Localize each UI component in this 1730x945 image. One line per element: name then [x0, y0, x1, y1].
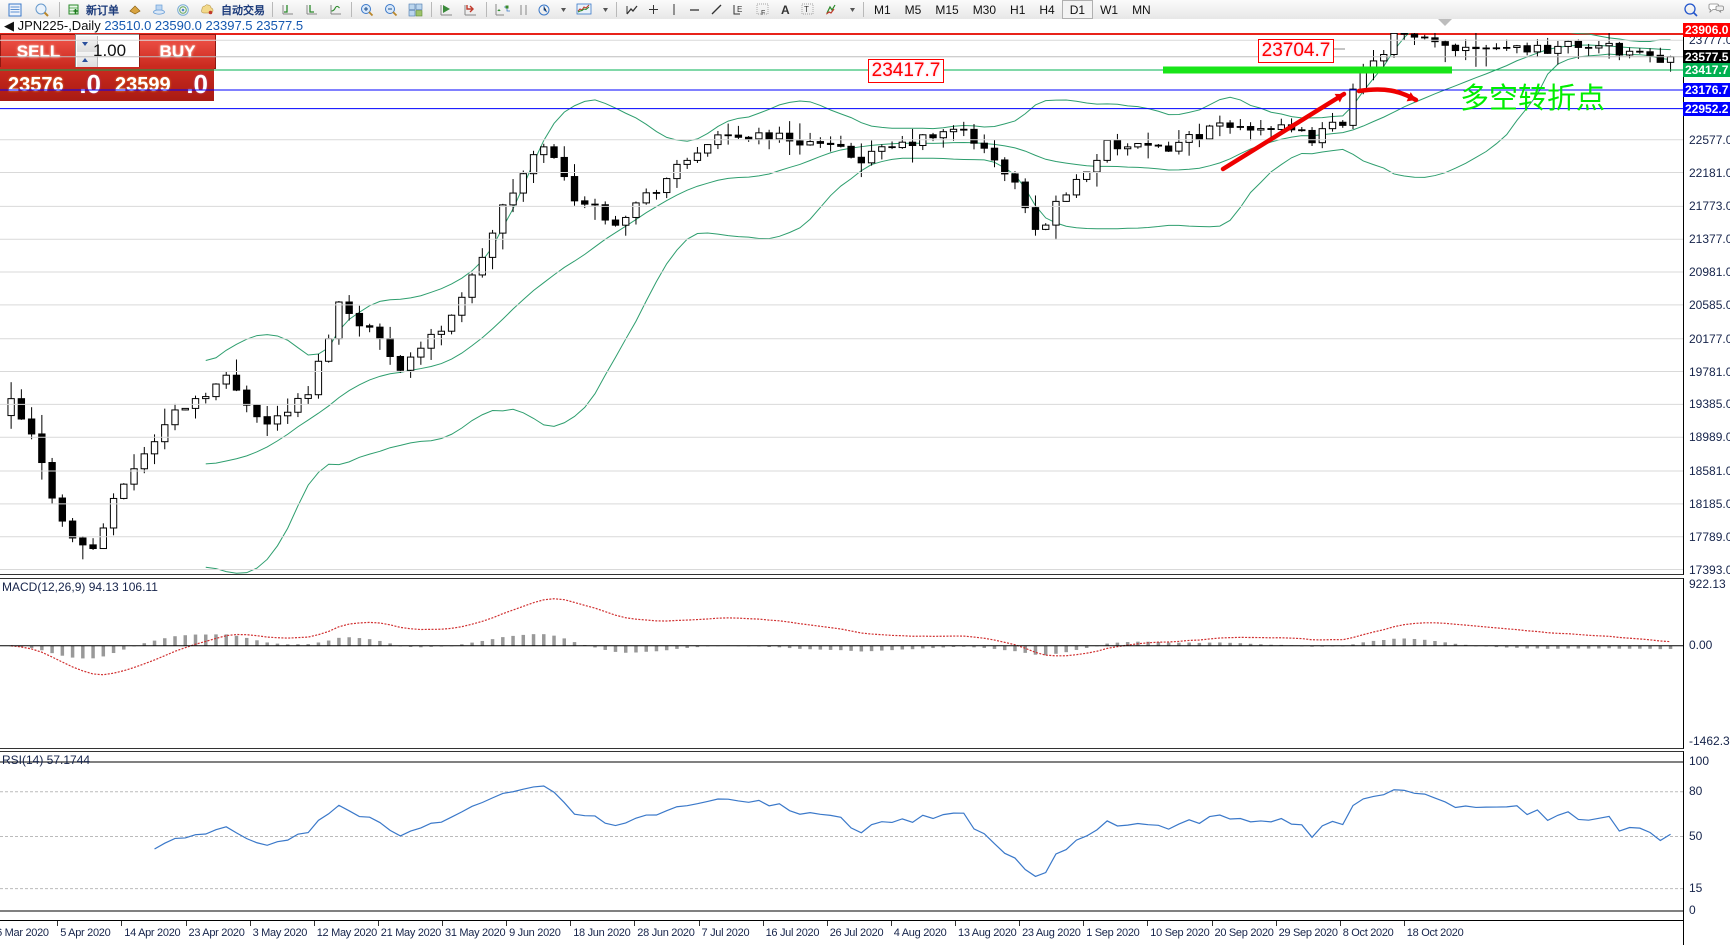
svg-text:A: A	[781, 3, 790, 16]
svg-text:F: F	[761, 10, 765, 16]
svg-text:E: E	[737, 5, 742, 14]
svg-text:T: T	[804, 5, 809, 14]
